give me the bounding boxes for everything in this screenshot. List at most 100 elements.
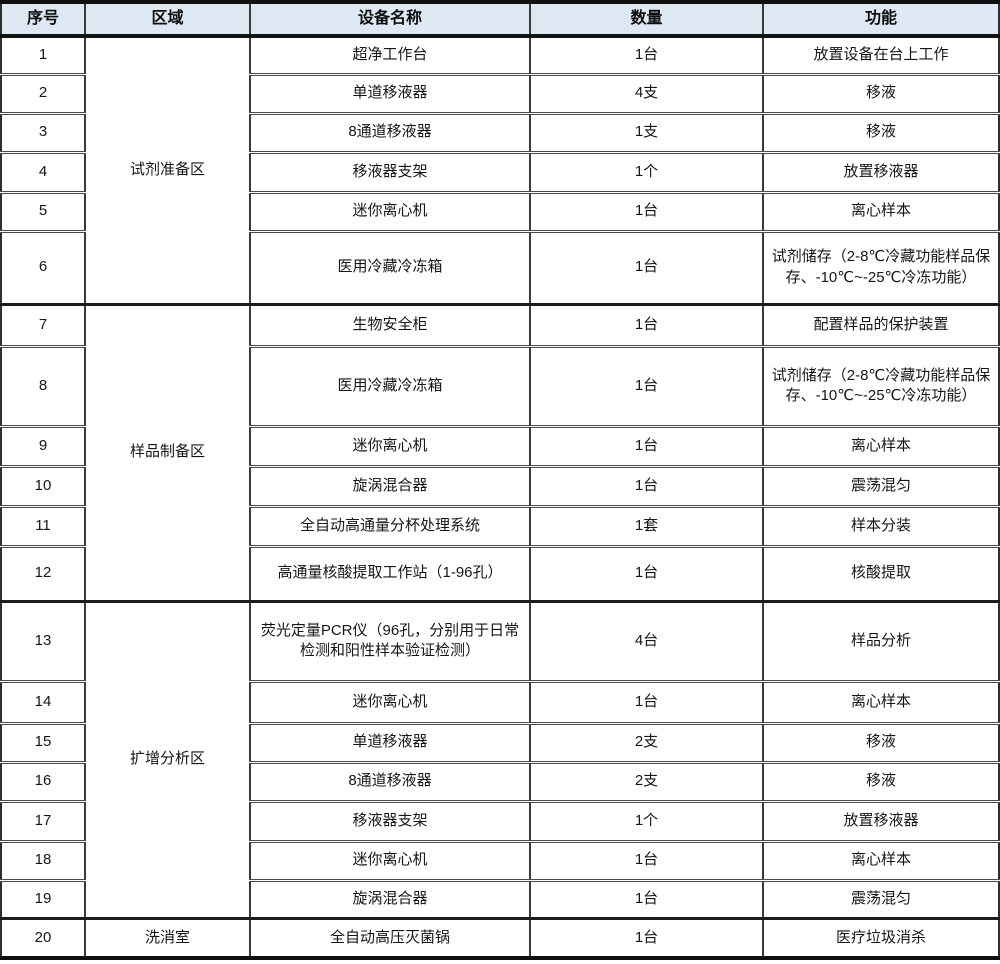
cell-device: 荧光定量PCR仪（96孔，分别用于日常检测和阳性样本验证检测） <box>249 599 530 681</box>
cell-no: 11 <box>1 504 85 546</box>
cell-qty: 1台 <box>529 464 763 506</box>
header-no: 序号 <box>1 2 85 38</box>
cell-device: 迷你离心机 <box>249 679 530 723</box>
table-row: 2 单道移液器 4支 移液 <box>1 72 999 113</box>
cell-device: 全自动高通量分杯处理系统 <box>249 504 530 546</box>
cell-func: 样本分装 <box>762 504 999 546</box>
table-row: 8 医用冷藏冷冻箱 1台 试剂储存（2-8℃冷藏功能样品保存、-10℃~-25℃… <box>1 344 999 426</box>
cell-no: 17 <box>1 799 85 841</box>
table-row: 10 旋涡混合器 1台 震荡混匀 <box>1 464 999 506</box>
cell-func: 核酸提取 <box>762 544 999 601</box>
cell-area-sample-prep: 样品制备区 <box>84 302 250 601</box>
cell-qty: 1台 <box>529 36 763 74</box>
table-row: 7 样品制备区 生物安全柜 1台 配置样品的保护装置 <box>1 302 999 601</box>
cell-func: 样品分析 <box>762 599 999 681</box>
cell-qty: 4台 <box>529 599 763 681</box>
cell-device: 移液器支架 <box>249 150 530 192</box>
table-row: 14 迷你离心机 1台 离心样本 <box>1 679 999 723</box>
cell-qty: 1台 <box>529 544 763 601</box>
cell-no: 1 <box>38 46 48 64</box>
cell-qty: 1台 <box>529 878 763 918</box>
cell-qty: 1台 <box>529 916 763 958</box>
cell-device: 8通道移液器 <box>249 760 530 801</box>
cell-qty: 1台 <box>529 190 763 231</box>
cell-func: 离心样本 <box>762 679 999 723</box>
table-row: 6 医用冷藏冷冻箱 1台 试剂储存（2-8℃冷藏功能样品保存、-10℃~-25℃… <box>1 229 999 304</box>
cell-device: 医用冷藏冷冻箱 <box>249 344 530 426</box>
cell-func: 试剂储存（2-8℃冷藏功能样品保存、-10℃~-25℃冷冻功能） <box>762 229 999 304</box>
cell-func: 移液 <box>762 721 999 762</box>
cell-no: 10 <box>1 464 85 506</box>
cell-area-amplification: 扩增分析区 <box>84 599 250 918</box>
cell-qty: 1台 <box>529 229 763 304</box>
cell-no: 9 <box>1 424 85 466</box>
cell-func: 离心样本 <box>762 190 999 231</box>
table-row: 20 洗消室 全自动高压灭菌锅 1台 医疗垃圾消杀 <box>1 916 999 958</box>
header-func: 功能 <box>762 2 999 38</box>
cell-func: 放置设备在台上工作 <box>762 36 999 74</box>
cell-func: 放置移液器 <box>762 150 999 192</box>
cell-device: 医用冷藏冷冻箱 <box>249 229 530 304</box>
cell-device: 迷你离心机 <box>249 424 530 466</box>
cell-device: 旋涡混合器 <box>249 464 530 506</box>
cell-qty: 2支 <box>529 760 763 801</box>
table-row: 9 迷你离心机 1台 离心样本 <box>1 424 999 466</box>
table-row: 3 8通道移液器 1支 移液 <box>1 111 999 152</box>
table-row: 15 单道移液器 2支 移液 <box>1 721 999 762</box>
table-row: 16 8通道移液器 2支 移液 <box>1 760 999 801</box>
cell-func: 移液 <box>762 72 999 113</box>
cell-qty: 4支 <box>529 72 763 113</box>
table-row: 12 高通量核酸提取工作站（1-96孔） 1台 核酸提取 <box>1 544 999 601</box>
cell-area-reagent-prep: 试剂准备区 <box>84 36 250 304</box>
cell-qty: 1个 <box>529 150 763 192</box>
cell-no: 13 <box>1 599 85 681</box>
cell-device: 迷你离心机 <box>249 190 530 231</box>
cell-no: 14 <box>1 679 85 723</box>
table-row: 1 试剂准备区 超净工作台 1台 放置设备在台上工作 <box>1 36 999 304</box>
cell-device: 迷你离心机 <box>249 839 530 880</box>
cell-no: 3 <box>1 111 85 152</box>
cell-no: 2 <box>1 72 85 113</box>
cell-device: 旋涡混合器 <box>249 878 530 918</box>
cell-device: 单道移液器 <box>249 72 530 113</box>
cell-qty: 1台 <box>529 302 763 346</box>
cell-func: 放置移液器 <box>762 799 999 841</box>
table-row: 4 移液器支架 1个 放置移液器 <box>1 150 999 192</box>
cell-no: 6 <box>1 229 85 304</box>
cell-no: 18 <box>1 839 85 880</box>
cell-qty: 1个 <box>529 799 763 841</box>
cell-qty: 1支 <box>529 111 763 152</box>
cell-no: 5 <box>1 190 85 231</box>
cell-func: 试剂储存（2-8℃冷藏功能样品保存、-10℃~-25℃冷冻功能） <box>762 344 999 426</box>
header-row: 序号 区域 设备名称 数量 功能 <box>1 2 999 38</box>
header-device: 设备名称 <box>249 2 530 38</box>
table-row: 18 迷你离心机 1台 离心样本 <box>1 839 999 880</box>
cell-no: 12 <box>1 544 85 601</box>
cell-qty: 1套 <box>529 504 763 546</box>
cell-func: 医疗垃圾消杀 <box>762 916 999 958</box>
table-row: 19 旋涡混合器 1台 震荡混匀 <box>1 878 999 918</box>
table-row: 11 全自动高通量分杯处理系统 1套 样本分装 <box>1 504 999 546</box>
cell-no: 4 <box>1 150 85 192</box>
cell-qty: 1台 <box>529 344 763 426</box>
cell-device: 8通道移液器 <box>249 111 530 152</box>
cell-no: 7 <box>1 302 85 346</box>
cell-no: 19 <box>1 878 85 918</box>
cell-no: 20 <box>1 916 85 958</box>
cell-func: 移液 <box>762 760 999 801</box>
cell-device: 超净工作台 <box>249 36 530 74</box>
cell-func: 震荡混匀 <box>762 464 999 506</box>
header-area: 区域 <box>84 2 250 38</box>
cell-qty: 2支 <box>529 721 763 762</box>
cell-device: 移液器支架 <box>249 799 530 841</box>
cell-device: 生物安全柜 <box>249 302 530 346</box>
cell-no: 16 <box>1 760 85 801</box>
cell-qty: 1台 <box>529 424 763 466</box>
cell-qty: 1台 <box>529 679 763 723</box>
cell-device: 单道移液器 <box>249 721 530 762</box>
header-qty: 数量 <box>529 2 763 38</box>
cell-func: 离心样本 <box>762 424 999 466</box>
table-row: 5 迷你离心机 1台 离心样本 <box>1 190 999 231</box>
cell-func: 移液 <box>762 111 999 152</box>
table-row: 13 扩增分析区 荧光定量PCR仪（96孔，分别用于日常检测和阳性样本验证检测）… <box>1 599 999 918</box>
